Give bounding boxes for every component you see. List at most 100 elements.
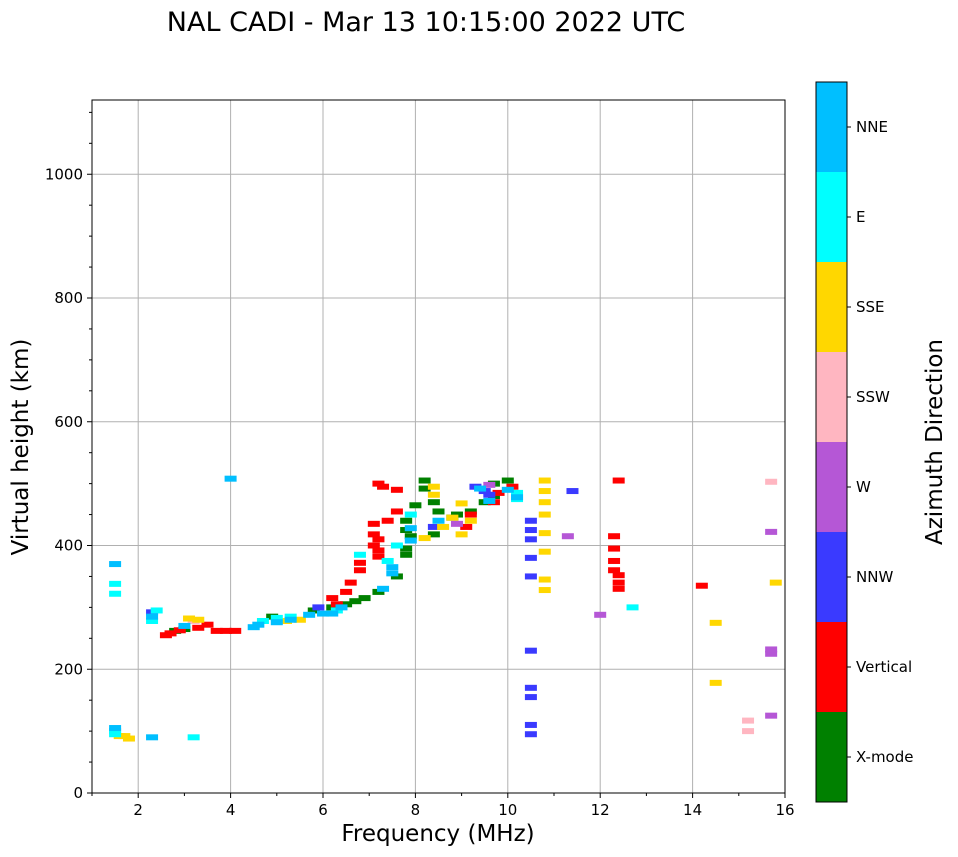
echo-mark-nne	[386, 570, 399, 577]
data-marks	[109, 475, 782, 742]
colorbar-swatch-e	[816, 172, 847, 262]
echo-mark-sse	[446, 514, 459, 521]
echo-mark-nne	[501, 486, 514, 493]
echo-mark-x-mode	[358, 595, 371, 602]
echo-mark-vertical	[372, 480, 385, 487]
echo-mark-w	[483, 481, 496, 488]
plot-frame	[91, 99, 786, 794]
echo-mark-sse	[709, 679, 722, 686]
echo-mark-nne	[178, 622, 191, 629]
echo-mark-nne	[386, 564, 399, 571]
echo-mark-x-mode	[409, 502, 422, 509]
echo-mark-vertical	[390, 486, 403, 493]
echo-mark-sse	[437, 523, 450, 530]
echo-mark-sse	[538, 477, 551, 484]
echo-mark-vertical	[608, 557, 621, 564]
echo-mark-x-mode	[427, 531, 440, 538]
echo-mark-sse	[538, 548, 551, 555]
echo-mark-nne	[404, 537, 417, 544]
echo-mark-vertical	[377, 483, 390, 490]
colorbar-tick-label: SSW	[856, 388, 890, 406]
x-tick-label: 2	[133, 801, 143, 819]
echo-mark-nne	[317, 610, 329, 617]
echo-mark-nne	[252, 621, 265, 628]
echo-mark-nnw	[524, 647, 537, 654]
echo-mark-w	[765, 650, 778, 657]
echo-mark-sse	[538, 530, 551, 537]
echo-mark-vertical	[612, 579, 625, 586]
y-tick-label: 1000	[45, 165, 83, 183]
echo-mark-w	[765, 646, 778, 653]
y-axis-ticks: 0 200 400 600 800 1000	[45, 111, 92, 802]
echo-mark-vertical	[612, 585, 625, 592]
echo-mark-vertical	[390, 508, 403, 515]
echo-mark-nne	[284, 616, 297, 623]
echo-mark-sse	[538, 511, 551, 518]
echo-mark-nne	[326, 610, 339, 617]
echo-mark-vertical	[608, 545, 621, 552]
echo-mark-vertical	[612, 572, 625, 579]
y-axis-label: Virtual height (km)	[8, 339, 34, 556]
echo-mark-vertical	[367, 520, 380, 527]
x-tick-label: 10	[498, 801, 517, 819]
colorbar-swatch-nnw	[816, 532, 847, 622]
echo-mark-nnw	[566, 488, 579, 495]
echo-mark-vertical	[367, 531, 380, 538]
echo-mark-nnw	[524, 694, 537, 701]
echo-mark-vertical	[173, 627, 186, 634]
echo-mark-e	[284, 613, 297, 620]
echo-mark-vertical	[192, 624, 205, 631]
echo-mark-vertical	[492, 489, 505, 496]
echo-mark-sse	[122, 735, 135, 742]
echo-mark-nne	[511, 494, 524, 501]
colorbar-swatch-nne	[816, 82, 847, 172]
echo-mark-nne	[432, 517, 445, 524]
echo-mark-x-mode	[400, 551, 413, 558]
echo-mark-x-mode	[340, 601, 353, 608]
echo-mark-x-mode	[450, 511, 463, 518]
echo-mark-vertical	[372, 553, 385, 560]
echo-mark-e	[109, 728, 122, 735]
x-tick-label: 4	[226, 801, 236, 819]
y-tick-label: 0	[73, 784, 83, 802]
echo-mark-e	[270, 614, 283, 621]
echo-mark-sse	[769, 579, 782, 586]
colorbar-tick-label: X-mode	[856, 748, 913, 766]
colorbar-swatch-sse	[816, 262, 847, 352]
echo-mark-w	[561, 533, 574, 540]
echo-mark-x-mode	[501, 477, 514, 484]
echo-mark-nne	[483, 497, 496, 504]
colorbar-tick-label: NNE	[856, 118, 888, 136]
echo-mark-vertical	[164, 630, 177, 637]
echo-mark-vertical	[353, 559, 366, 566]
y-tick-label: 800	[54, 289, 83, 307]
echo-mark-nnw	[524, 527, 537, 534]
echo-mark-x-mode	[464, 508, 477, 515]
echo-mark-e	[109, 590, 122, 597]
echo-mark-sse	[538, 499, 551, 506]
echo-mark-ssw	[742, 728, 755, 735]
echo-mark-e	[109, 580, 122, 587]
x-tick-label: 14	[683, 801, 702, 819]
echo-mark-e	[404, 511, 417, 518]
x-tick-label: 12	[591, 801, 610, 819]
echo-mark-sse	[538, 576, 551, 583]
echo-mark-vertical	[460, 523, 473, 530]
echo-mark-vertical	[330, 601, 343, 608]
echo-mark-e	[390, 542, 403, 549]
echo-mark-nnw	[524, 731, 537, 738]
colorbar-tick-label: Vertical	[856, 658, 912, 676]
echo-mark-vertical	[695, 582, 708, 589]
echo-mark-nnw	[524, 536, 537, 543]
echo-mark-nnw	[524, 721, 537, 728]
chart-title: NAL CADI - Mar 13 10:15:00 2022 UTC	[167, 7, 685, 38]
echo-mark-vertical	[201, 621, 214, 628]
echo-mark-nne	[270, 619, 283, 626]
echo-mark-vertical	[353, 567, 366, 574]
echo-mark-nnw	[524, 573, 537, 580]
echo-mark-sse	[427, 483, 440, 490]
echo-mark-sse	[455, 500, 468, 507]
colorbar-tick-label: NNW	[856, 568, 893, 586]
echo-mark-nne	[109, 725, 122, 732]
